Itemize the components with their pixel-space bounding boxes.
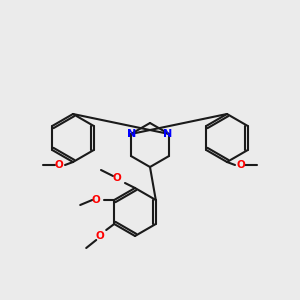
Text: O: O	[96, 231, 105, 241]
Text: N: N	[127, 129, 136, 139]
Text: N: N	[164, 129, 173, 139]
Text: O: O	[237, 160, 245, 170]
Text: O: O	[55, 160, 63, 170]
Text: O: O	[92, 195, 100, 205]
Text: O: O	[112, 173, 122, 183]
